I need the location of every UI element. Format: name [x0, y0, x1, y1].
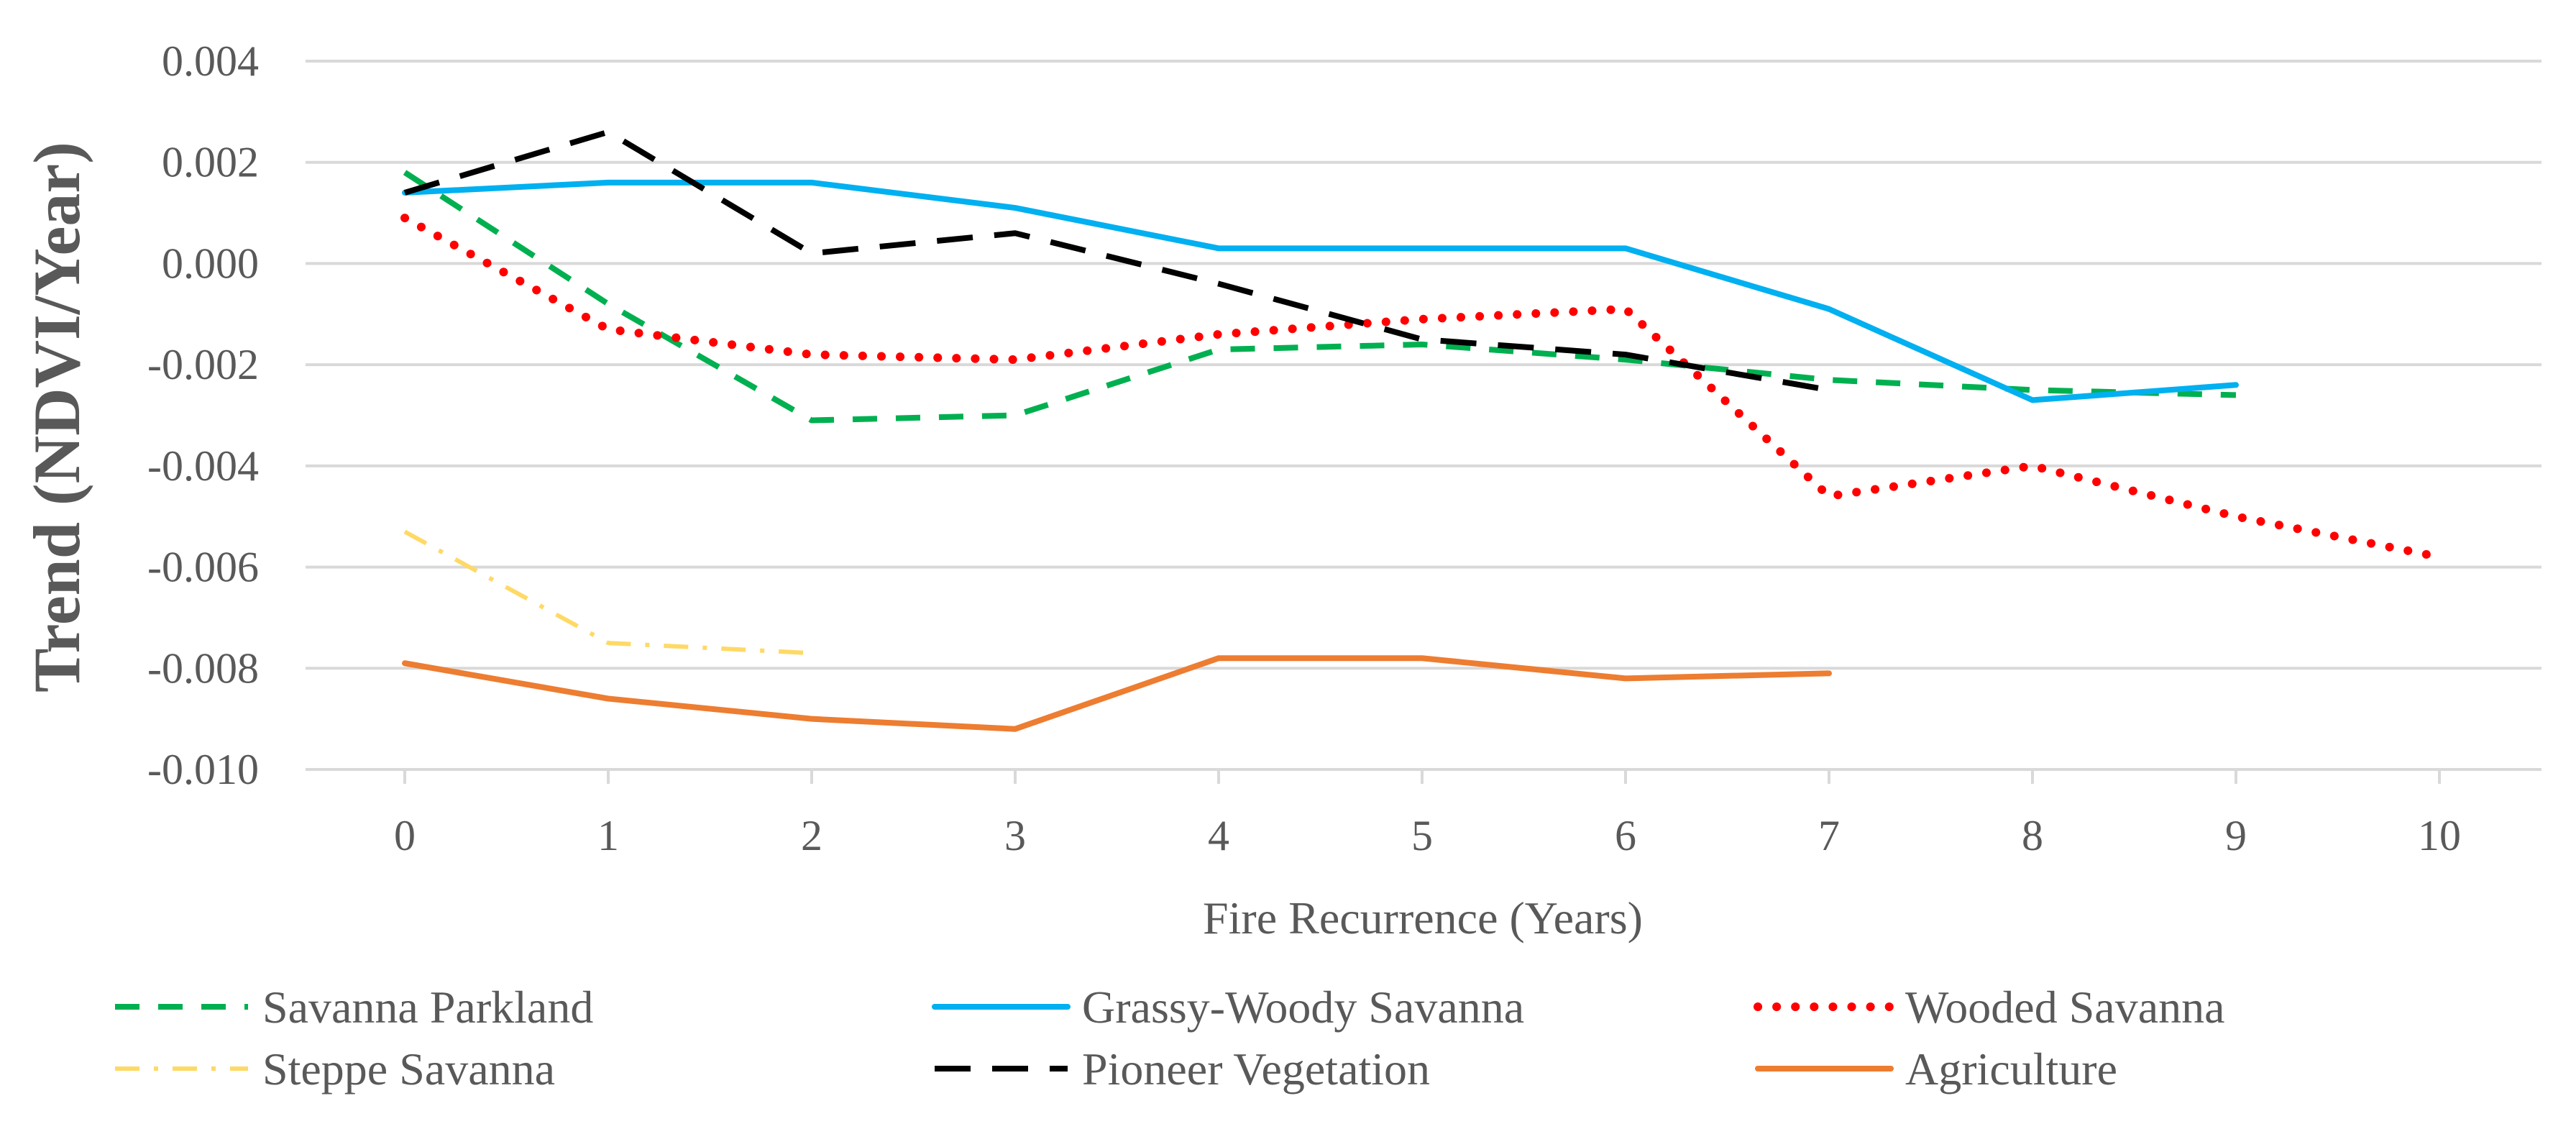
- x-axis-title: Fire Recurrence (Years): [1203, 892, 1643, 943]
- y-tick-label: -0.004: [147, 442, 259, 490]
- y-tick-label: -0.010: [147, 746, 259, 793]
- series-line-savanna-parkland: [403, 170, 2237, 424]
- series-line-grassy-woody-savanna: [402, 179, 2239, 403]
- legend-label-grassy-woody-savanna: Grassy-Woody Savanna: [1082, 982, 1524, 1033]
- grid: [306, 60, 2541, 771]
- x-tick-label: 3: [1004, 812, 1026, 859]
- series-line-agriculture: [402, 655, 1832, 732]
- legend-label-agriculture: Agriculture: [1905, 1043, 2117, 1095]
- y-axis-title: Trend (NDVI/Year): [20, 142, 93, 693]
- x-tick-label: 10: [2418, 812, 2461, 859]
- series-line-pioneer-vegetation: [403, 129, 1830, 393]
- y-tick-label: -0.006: [147, 544, 259, 591]
- y-axis-ticks: 0.004 0.002 0.000 -0.002 -0.004 -0.006 -0.008 -…: [147, 37, 259, 793]
- y-tick-label: -0.002: [147, 341, 259, 388]
- series-line-wooded-savanna: [400, 214, 2444, 562]
- x-tick-label: 4: [1208, 812, 1229, 859]
- x-axis: 0 1 2 3 4 5 6 7 8 9 10: [394, 769, 2461, 859]
- y-tick-label: 0.002: [162, 139, 259, 186]
- x-tick-label: 8: [2022, 812, 2043, 859]
- series-line-steppe-savanna: [403, 529, 812, 656]
- x-tick-label: 2: [801, 812, 822, 859]
- x-tick-label: 5: [1411, 812, 1433, 859]
- x-tick-label: 9: [2225, 812, 2247, 859]
- legend-label-wooded-savanna: Wooded Savanna: [1905, 982, 2225, 1033]
- x-tick-label: 6: [1615, 812, 1636, 859]
- y-tick-label: 0.004: [162, 37, 259, 85]
- y-tick-label: 0.000: [162, 239, 259, 287]
- x-tick-label: 7: [1818, 812, 1840, 859]
- x-tick-label: 1: [597, 812, 619, 859]
- legend: Savanna Parkland Grassy-Woody Savanna Wood…: [115, 982, 2225, 1095]
- legend-label-pioneer-vegetation: Pioneer Vegetation: [1082, 1043, 1430, 1095]
- series-lines: [400, 129, 2444, 732]
- x-tick-label: 0: [394, 812, 416, 859]
- legend-label-savanna-parkland: Savanna Parkland: [262, 982, 593, 1033]
- legend-label-steppe-savanna: Steppe Savanna: [262, 1043, 555, 1095]
- y-tick-label: -0.008: [147, 644, 259, 692]
